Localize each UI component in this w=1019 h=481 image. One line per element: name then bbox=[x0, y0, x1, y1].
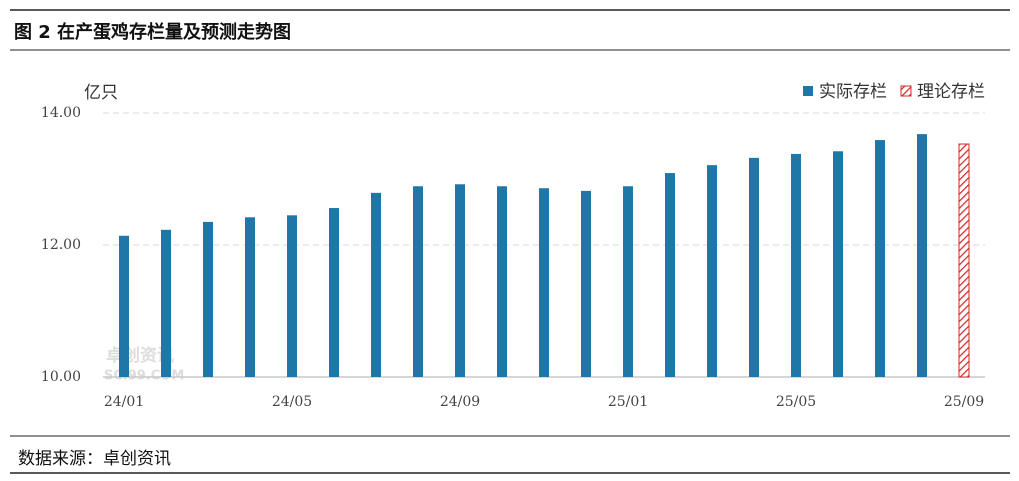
x-tick-label: 25/05 bbox=[776, 394, 816, 410]
bar bbox=[917, 134, 927, 377]
bar bbox=[371, 192, 381, 377]
x-tick-label: 25/01 bbox=[608, 394, 648, 410]
legend-swatch bbox=[900, 85, 912, 97]
bar bbox=[539, 188, 549, 377]
bar bbox=[119, 235, 129, 377]
x-tick-label: 25/09 bbox=[944, 394, 984, 410]
bar bbox=[497, 186, 507, 377]
bar bbox=[707, 165, 717, 377]
bar bbox=[875, 140, 885, 377]
y-tick-label: 14.00 bbox=[41, 105, 81, 121]
y-tick-label: 12.00 bbox=[41, 237, 81, 253]
bar bbox=[455, 184, 465, 377]
bar bbox=[958, 143, 970, 378]
bar bbox=[329, 208, 339, 377]
bar bbox=[245, 217, 255, 377]
y-axis-unit: 亿只 bbox=[84, 83, 118, 103]
legend-swatch bbox=[803, 86, 813, 96]
source: 数据来源：卓创资讯 bbox=[18, 449, 171, 469]
bar bbox=[665, 173, 675, 377]
legend-label: 实际存栏 bbox=[819, 82, 887, 102]
x-tick-label: 24/09 bbox=[440, 394, 480, 410]
bar bbox=[203, 221, 213, 377]
bar bbox=[161, 229, 171, 377]
bar bbox=[287, 215, 297, 377]
bar bbox=[581, 190, 591, 377]
bar bbox=[749, 157, 759, 377]
legend-label: 理论存栏 bbox=[917, 82, 985, 102]
x-tick-label: 24/01 bbox=[104, 394, 144, 410]
watermark: SCI99.COM bbox=[104, 369, 184, 384]
y-tick-label: 10.00 bbox=[41, 369, 81, 385]
bar bbox=[623, 186, 633, 377]
chart-title: 图 2 在产蛋鸡存栏量及预测走势图 bbox=[14, 21, 291, 43]
bar bbox=[413, 186, 423, 377]
bar bbox=[833, 151, 843, 377]
bar bbox=[791, 153, 801, 377]
x-tick-label: 24/05 bbox=[272, 394, 312, 410]
